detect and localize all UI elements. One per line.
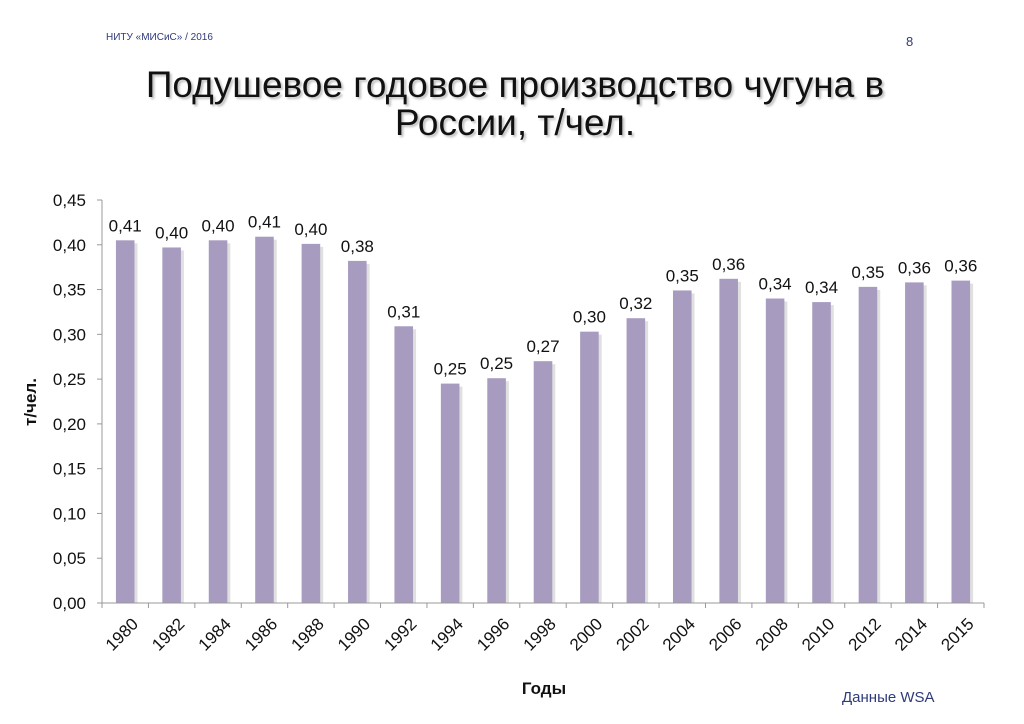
- y-tick-label: 0,45: [53, 191, 86, 210]
- x-tick-label: 1986: [241, 614, 281, 654]
- bar: [812, 302, 831, 603]
- bar-data-label: 0,36: [712, 255, 745, 274]
- x-tick-label: 2010: [798, 614, 838, 654]
- bar-data-label: 0,40: [155, 223, 188, 242]
- x-tick-label: 2015: [937, 614, 977, 654]
- x-tick-label: 2004: [659, 614, 699, 654]
- bar: [162, 247, 181, 603]
- x-tick-label: 1990: [334, 614, 374, 654]
- bar: [208, 240, 228, 604]
- x-tick-label: 2000: [566, 614, 606, 654]
- bar: [533, 361, 553, 603]
- x-tick-label: 1996: [473, 614, 513, 654]
- x-tick-label: 1980: [102, 614, 142, 654]
- x-tick-label: 1984: [195, 614, 235, 654]
- bars: [115, 236, 974, 604]
- x-tick-label: 1998: [520, 614, 560, 654]
- y-tick-label: 0,15: [53, 460, 86, 479]
- x-tick-label: 1994: [427, 614, 467, 654]
- bar-data-label: 0,25: [434, 360, 467, 379]
- bar: [951, 280, 971, 603]
- bar: [905, 282, 924, 603]
- y-tick-label: 0,10: [53, 504, 86, 523]
- bar-data-label: 0,27: [526, 337, 559, 356]
- data-source-note: Данные WSA: [842, 689, 935, 706]
- y-tick-label: 0,35: [53, 281, 86, 300]
- y-axis-title: т/чел.: [21, 378, 40, 426]
- bar: [115, 240, 135, 604]
- bar-data-label: 0,25: [480, 354, 513, 373]
- bar: [255, 236, 274, 603]
- bar: [487, 378, 506, 603]
- x-tick-label: 2014: [891, 614, 931, 654]
- x-tick-label: 2008: [752, 614, 792, 654]
- y-tick-label: 0,25: [53, 370, 86, 389]
- bar: [672, 290, 692, 603]
- x-tick-label: 2006: [705, 614, 745, 654]
- bar-data-label: 0,36: [898, 258, 931, 277]
- bar-data-label: 0,40: [294, 220, 327, 239]
- bar-data-label: 0,30: [573, 308, 606, 327]
- bar: [440, 383, 460, 603]
- bar-data-label: 0,34: [805, 278, 838, 297]
- bar: [301, 243, 321, 604]
- header-org-label: НИТУ «МИСиС» / 2016: [106, 32, 213, 43]
- x-tick-label: 1992: [380, 614, 420, 654]
- chart-title: Подушевое годовое производство чугуна в …: [145, 64, 885, 143]
- bar-data-label: 0,38: [341, 237, 374, 256]
- y-tick-label: 0,30: [53, 325, 86, 344]
- x-tick-label: 2012: [845, 614, 885, 654]
- x-tick-label: 1982: [148, 614, 188, 654]
- bar-data-label: 0,41: [109, 216, 142, 235]
- bar: [719, 278, 738, 603]
- page-number: 8: [906, 34, 914, 49]
- y-tick-label: 0,40: [53, 236, 86, 255]
- x-axis-ticks: 1980 1982 1984 1986 1988 1990 1992 1994 1996 1998…: [101, 603, 985, 655]
- bar-data-label: 0,31: [387, 302, 420, 321]
- bar-data-label: 0,35: [851, 263, 884, 282]
- bar-data-label: 0,34: [759, 275, 792, 294]
- bar: [765, 298, 785, 603]
- bar-data-label: 0,40: [202, 216, 235, 235]
- bar-data-label: 0,35: [666, 266, 699, 285]
- x-tick-label: 1988: [288, 614, 328, 654]
- y-tick-label: 0,05: [53, 549, 86, 568]
- bar: [348, 260, 367, 603]
- bar: [858, 286, 878, 603]
- bar: [580, 331, 599, 603]
- bar-data-label: 0,32: [619, 294, 652, 313]
- x-axis-title: Годы: [522, 679, 566, 698]
- bar-data-label: 0,41: [248, 213, 281, 232]
- y-axis-ticks: 0,00 0,05 0,10 0,15 0,20 0,25 0,30 0,35 0,40 0,45: [53, 191, 102, 613]
- y-tick-label: 0,00: [53, 594, 86, 613]
- bar: [394, 326, 414, 603]
- bar-data-label: 0,36: [944, 257, 977, 276]
- y-tick-label: 0,20: [53, 415, 86, 434]
- x-tick-label: 2002: [612, 614, 652, 654]
- bar: [626, 318, 646, 603]
- data-labels: 0,41 0,40 0,40 0,41 0,40 0,38 0,31 0,25 0,25 0,27…: [109, 213, 978, 379]
